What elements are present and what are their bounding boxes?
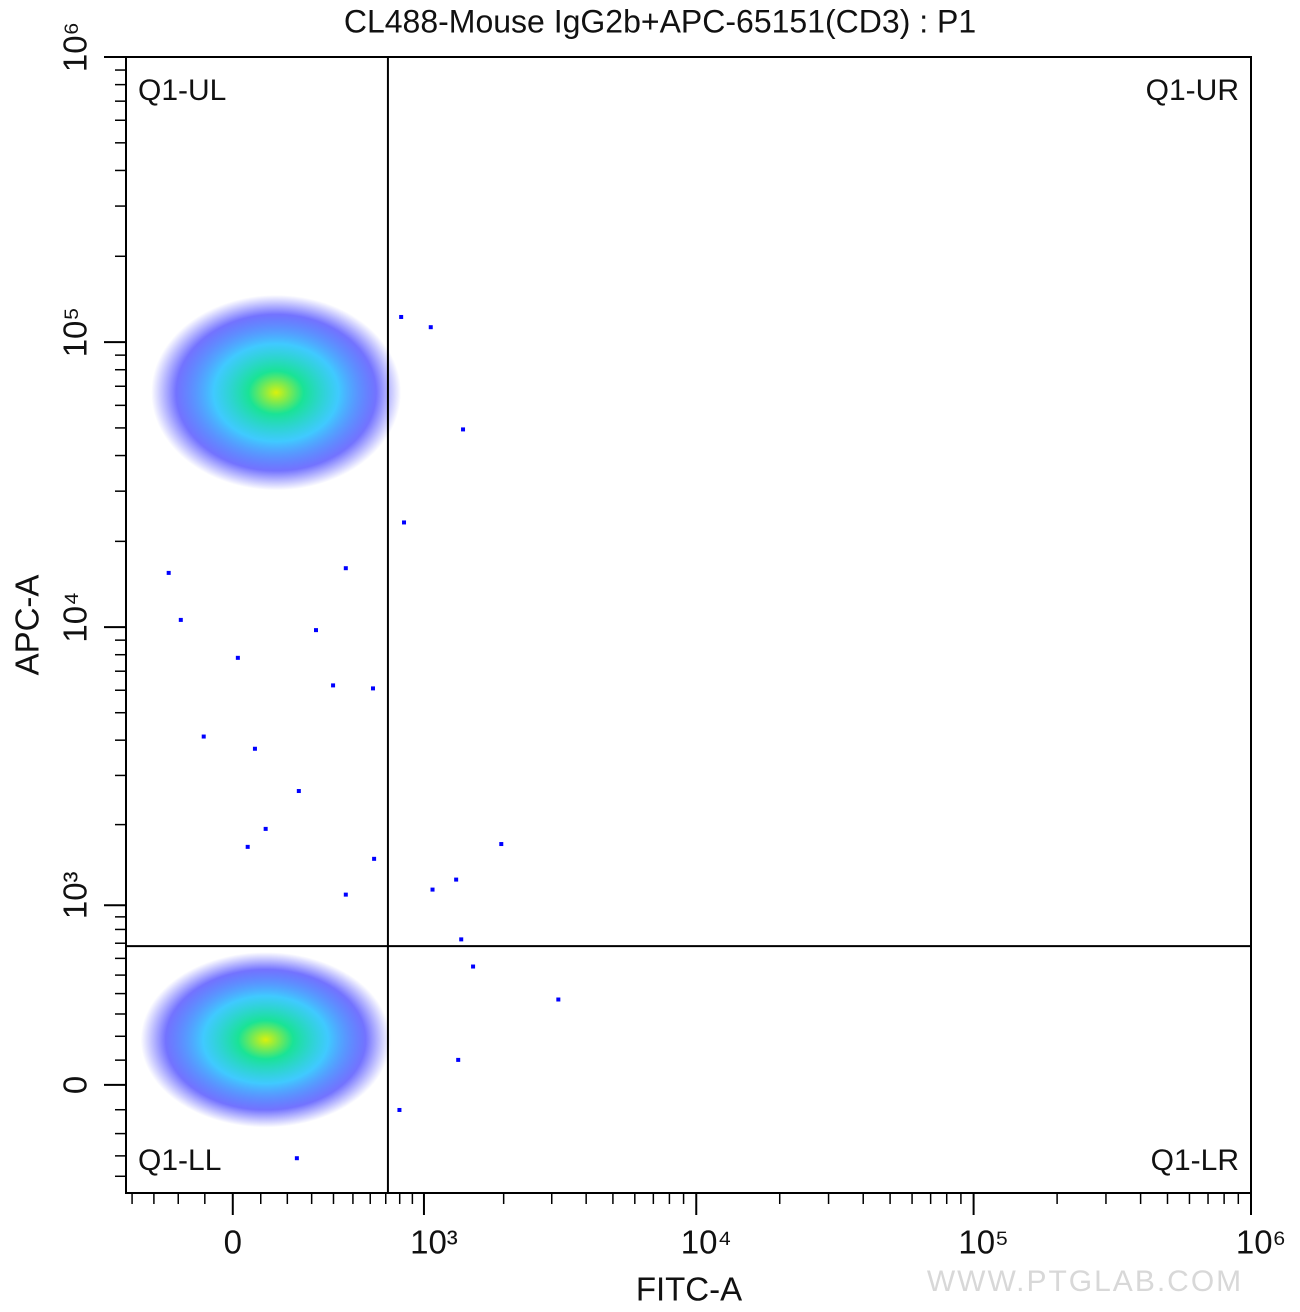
event-dot xyxy=(166,570,171,575)
population-density xyxy=(140,952,391,1128)
event-dot xyxy=(296,789,301,794)
event-dot xyxy=(471,964,476,969)
event-dot xyxy=(454,877,459,882)
quadrant-label: Q1-UL xyxy=(138,74,226,107)
chart-title: CL488-Mouse IgG2b+APC-65151(CD3) : P1 xyxy=(344,3,976,39)
quadrant-label: Q1-LL xyxy=(138,1144,221,1177)
x-tick-label: 10⁴ xyxy=(681,1224,732,1261)
event-dot xyxy=(372,856,377,861)
event-dot xyxy=(263,826,268,831)
event-dot xyxy=(556,997,561,1002)
y-tick-label: 10⁶ xyxy=(57,22,94,72)
event-dot xyxy=(343,892,348,897)
event-dot xyxy=(430,887,435,892)
x-tick-label: 10⁶ xyxy=(1236,1224,1286,1261)
y-tick-label: 10⁵ xyxy=(57,307,94,357)
event-dot xyxy=(245,844,250,849)
event-dot xyxy=(235,655,240,660)
y-tick-label: 10⁴ xyxy=(57,592,94,643)
event-dot xyxy=(402,520,407,525)
quadrant-label: Q1-LR xyxy=(1151,1144,1239,1177)
event-dot xyxy=(397,1107,402,1112)
event-dot xyxy=(178,617,183,622)
y-tick-label: 10³ xyxy=(57,871,94,919)
event-dot xyxy=(499,842,504,847)
event-dot xyxy=(370,686,375,691)
population-density xyxy=(151,294,402,491)
event-dot xyxy=(201,734,206,739)
event-dot xyxy=(294,1156,299,1161)
x-axis-label: FITC-A xyxy=(636,1271,742,1308)
x-tick-label: 10⁵ xyxy=(958,1224,1008,1261)
x-tick-label: 0 xyxy=(224,1224,242,1261)
y-tick-label: 0 xyxy=(57,1076,94,1094)
event-dot xyxy=(461,427,466,432)
quadrant-label: Q1-UR xyxy=(1146,74,1239,107)
y-axis-label: APC-A xyxy=(9,575,46,676)
event-dot xyxy=(343,566,348,571)
event-dot xyxy=(314,628,319,633)
watermark: WWW.PTGLAB.COM xyxy=(927,1265,1243,1298)
event-dot xyxy=(428,325,433,330)
event-dot xyxy=(331,683,336,688)
x-tick-label: 10³ xyxy=(410,1224,458,1261)
plot-frame xyxy=(125,56,1252,1194)
event-dot xyxy=(252,746,257,751)
event-dot xyxy=(459,937,464,942)
event-dot xyxy=(456,1057,461,1062)
event-dot xyxy=(399,314,404,319)
